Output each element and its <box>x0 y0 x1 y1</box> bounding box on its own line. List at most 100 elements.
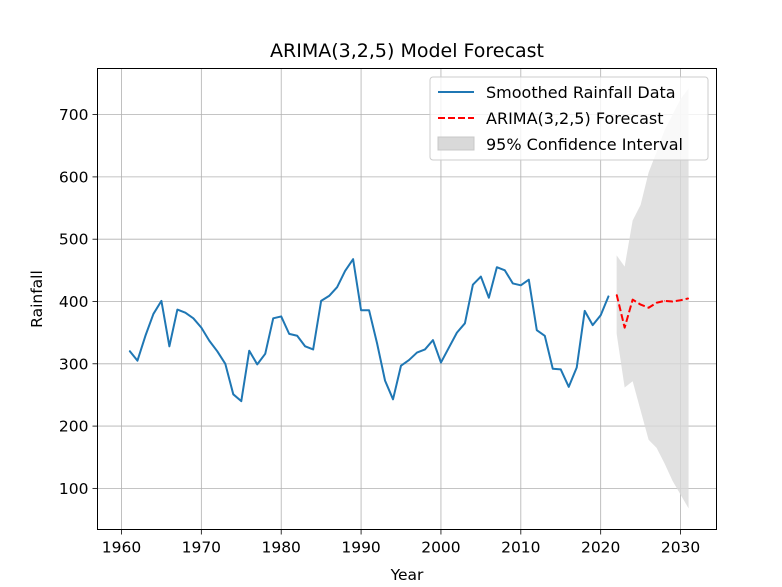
y-axis-title: Rainfall <box>28 270 46 328</box>
series-1-point <box>640 304 642 306</box>
series-0-point <box>472 284 474 286</box>
series-0-point <box>328 295 330 297</box>
series-0-point <box>544 335 546 337</box>
chart-title: ARIMA(3,2,5) Model Forecast <box>270 40 544 62</box>
series-layer <box>128 258 690 403</box>
series-0-point <box>376 342 378 344</box>
confidence-band <box>616 88 689 509</box>
axis-ticks: 1960 1970 1980 1990 2000 2010 2020 2030 100 200 30… <box>59 106 700 556</box>
series-0-point <box>584 310 586 312</box>
legend-label-smoothed: Smoothed Rainfall Data <box>486 83 676 102</box>
y-tick-label: 500 <box>59 231 89 249</box>
y-tick-label: 300 <box>59 355 89 373</box>
series-0-point <box>520 284 522 286</box>
series-0-point <box>136 360 138 362</box>
series-0-point <box>240 400 242 402</box>
series-0-point <box>432 339 434 341</box>
series-0-point <box>264 353 266 355</box>
legend-swatch-confidence <box>437 136 475 151</box>
legend-label-forecast: ARIMA(3,2,5) Forecast <box>486 109 664 128</box>
series-0-point <box>280 315 282 317</box>
series-0-point <box>128 350 130 352</box>
series-0-point <box>504 269 506 271</box>
series-0-point <box>536 329 538 331</box>
series-0-point <box>256 363 258 365</box>
series-0-point <box>496 266 498 268</box>
series-0-point <box>248 350 250 352</box>
x-axis-title: Year <box>390 566 424 584</box>
x-tick-label: 1970 <box>182 539 221 557</box>
series-0-point <box>456 332 458 334</box>
series-1-point <box>632 299 634 301</box>
series-0-point <box>416 352 418 354</box>
series-1-point <box>680 299 682 301</box>
series-0-point <box>576 367 578 369</box>
x-tick-label: 1980 <box>261 539 300 557</box>
series-1-point <box>624 327 626 329</box>
y-tick-label: 200 <box>59 418 89 436</box>
series-0-point <box>600 314 602 316</box>
series-0-point <box>384 380 386 382</box>
series-1-point <box>616 294 618 296</box>
series-0-point <box>152 313 154 315</box>
series-1-point <box>664 300 666 302</box>
series-0-point <box>368 309 370 311</box>
plot-frame <box>97 68 717 530</box>
series-0-point <box>424 348 426 350</box>
y-tick-label: 700 <box>59 106 89 124</box>
series-0-point <box>528 279 530 281</box>
series-0-point <box>464 322 466 324</box>
series-1-point <box>648 307 650 309</box>
series-0-point <box>144 335 146 337</box>
series-0-point <box>224 363 226 365</box>
legend: Smoothed Rainfall Data ARIMA(3,2,5) Fore… <box>429 76 709 161</box>
series-0-point <box>352 258 354 260</box>
series-0-point <box>296 335 298 337</box>
series-0-point <box>168 345 170 347</box>
series-0-point <box>480 276 482 278</box>
x-tick-label: 2000 <box>421 539 460 557</box>
series-0-point <box>568 386 570 388</box>
series-0-point <box>320 300 322 302</box>
series-0-point <box>512 282 514 284</box>
series-0-point <box>192 317 194 319</box>
series-0-point <box>592 324 594 326</box>
x-tick-label: 1990 <box>341 539 380 557</box>
y-tick-label: 100 <box>59 480 89 498</box>
series-0-point <box>288 333 290 335</box>
series-0-point <box>552 368 554 370</box>
series-0-point <box>304 345 306 347</box>
series-0-point <box>272 317 274 319</box>
series-0-point <box>184 312 186 314</box>
series-1-point <box>672 300 674 302</box>
series-0-point <box>200 327 202 329</box>
series-1-point <box>688 297 690 299</box>
series-0-point <box>400 365 402 367</box>
series-0-point <box>488 297 490 299</box>
legend-label-confidence: 95% Confidence Interval <box>486 135 683 154</box>
y-tick-label: 600 <box>59 168 89 186</box>
series-0-point <box>216 350 218 352</box>
x-tick-label: 2010 <box>501 539 540 557</box>
series-line-1 <box>615 294 689 329</box>
confidence-band-layer <box>616 88 689 509</box>
series-0-point <box>176 309 178 311</box>
series-0-point <box>448 347 450 349</box>
series-0-point <box>560 368 562 370</box>
x-tick-label: 2030 <box>661 539 700 557</box>
series-0-point <box>160 300 162 302</box>
series-0-point <box>336 286 338 288</box>
x-tick-label: 2020 <box>581 539 620 557</box>
x-tick-label: 1960 <box>102 539 141 557</box>
series-0-point <box>360 309 362 311</box>
series-0-point <box>608 295 610 297</box>
series-0-point <box>232 393 234 395</box>
series-0-point <box>408 359 410 361</box>
series-1-point <box>656 302 658 304</box>
y-tick-label: 400 <box>59 293 89 311</box>
series-0-point <box>312 348 314 350</box>
series-0-point <box>392 398 394 400</box>
series-0-point <box>344 270 346 272</box>
legend-box <box>429 76 709 161</box>
